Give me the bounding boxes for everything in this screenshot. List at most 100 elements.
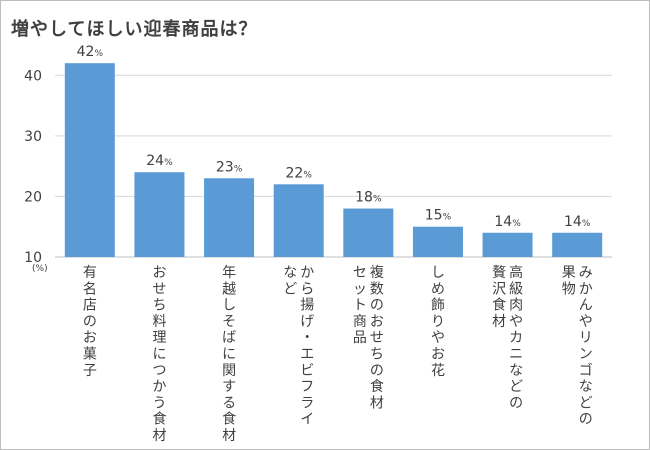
category-label-char: せ xyxy=(370,330,384,346)
data-label-unit: % xyxy=(234,164,243,174)
category-label-char: 食 xyxy=(370,378,384,395)
category-label-char: に xyxy=(222,347,236,363)
category-label-char: ビ xyxy=(300,363,314,379)
category-label-char: 名 xyxy=(83,281,97,297)
category-label-char: 材 xyxy=(222,428,236,444)
category-label-char: の xyxy=(370,298,384,314)
category-label-char: め xyxy=(431,281,445,297)
category-label-char: お xyxy=(83,330,97,346)
category-label-char: 贅 xyxy=(492,264,506,281)
category-label-char: 揚 xyxy=(300,297,314,314)
category-label-char: カ xyxy=(509,330,523,346)
category-label-char: 食 xyxy=(492,297,506,314)
category-label-char: お xyxy=(370,314,384,330)
category-label-char: な xyxy=(283,265,297,281)
category-label-char: お xyxy=(431,347,445,363)
category-label-char: 年 xyxy=(222,265,236,281)
category-label-char: ち xyxy=(370,347,384,363)
data-label-3: 23% xyxy=(216,159,243,175)
category-label-char: 店 xyxy=(83,298,97,314)
bar-2 xyxy=(134,172,185,257)
category-label-char: 級 xyxy=(509,281,523,297)
category-label-char: ・ xyxy=(300,330,314,346)
category-label-char: せ xyxy=(152,281,166,297)
y-tick-label: 20 xyxy=(24,189,42,205)
category-label-char: 料 xyxy=(152,314,166,330)
category-label-char: 関 xyxy=(222,363,236,379)
category-label-char: 食 xyxy=(222,411,236,428)
bar-3 xyxy=(204,178,255,257)
category-label-char: ラ xyxy=(300,395,314,411)
bar-4 xyxy=(273,184,324,257)
category-label-char: の xyxy=(83,314,97,330)
category-label-char: 高 xyxy=(509,264,523,281)
category-label-char: フ xyxy=(300,379,314,395)
category-label-char: ら xyxy=(300,281,314,297)
category-label-char: 商 xyxy=(353,314,367,330)
data-label-unit: % xyxy=(303,170,312,180)
category-label-char: 有 xyxy=(83,265,97,281)
category-label-char: 数 xyxy=(370,281,384,297)
category-label-char: 材 xyxy=(152,428,166,444)
category-label-char: う xyxy=(152,395,166,411)
category-label-char: げ xyxy=(300,314,314,330)
category-label-char: ん xyxy=(579,298,593,314)
category-label-char: 食 xyxy=(152,411,166,428)
category-label-char: の xyxy=(579,412,593,428)
category-label-char: 越 xyxy=(222,281,236,297)
bar-8 xyxy=(552,232,603,257)
category-label-char: や xyxy=(579,314,593,330)
category-label-char: 物 xyxy=(562,281,576,297)
data-label-5: 18% xyxy=(355,190,382,206)
category-label-char: 材 xyxy=(492,314,506,330)
category-label-char: 材 xyxy=(370,395,384,411)
data-label-8: 14% xyxy=(564,214,591,230)
category-label-char: 子 xyxy=(83,363,97,379)
data-label-7: 14% xyxy=(494,214,521,230)
category-label-char: ど xyxy=(283,281,297,297)
category-label-char: ば xyxy=(222,330,236,346)
category-label-char: ッ xyxy=(353,281,367,297)
category-label-char: エ xyxy=(300,347,314,363)
category-label-char: か xyxy=(152,379,166,395)
category-label-char: す xyxy=(222,379,236,395)
category-label-char: ち xyxy=(152,298,166,314)
y-axis-unit: (%) xyxy=(32,264,48,274)
category-label-char: ゴ xyxy=(579,362,593,379)
category-label-char: や xyxy=(431,330,445,346)
category-label-char: ニ xyxy=(509,347,523,363)
category-label-char: み xyxy=(579,265,593,281)
bar-1 xyxy=(64,63,115,257)
category-label-char: か xyxy=(300,265,314,281)
category-label-char: し xyxy=(222,298,236,314)
category-label-char: イ xyxy=(300,412,314,428)
bars xyxy=(64,63,603,257)
data-label-6: 15% xyxy=(425,208,452,224)
category-label-char: つ xyxy=(152,363,166,379)
category-label-char: な xyxy=(579,379,593,395)
y-tick-label: 30 xyxy=(24,129,42,145)
category-label-char: 品 xyxy=(353,330,367,346)
category-label-char: ト xyxy=(353,298,367,314)
category-label-char: な xyxy=(509,363,523,379)
category-label-char: ど xyxy=(509,379,523,395)
category-label-char: 菓 xyxy=(83,347,97,363)
data-label-2: 24% xyxy=(146,153,173,169)
data-label-unit: % xyxy=(443,213,452,223)
bar-5 xyxy=(343,208,394,257)
category-label-char: や xyxy=(509,314,523,330)
data-label-unit: % xyxy=(373,195,382,205)
data-label-unit: % xyxy=(164,158,173,168)
y-tick-label: 10 xyxy=(24,250,42,266)
category-label-char: 飾 xyxy=(431,298,445,314)
category-label-char: ン xyxy=(579,347,593,363)
data-label-unit: % xyxy=(512,219,521,229)
data-label-1: 42% xyxy=(77,44,104,60)
category-label-char: ど xyxy=(579,395,593,411)
category-label-char: に xyxy=(152,347,166,363)
category-label-char: リ xyxy=(579,330,593,346)
category-label-char: お xyxy=(152,265,166,281)
category-label-char: し xyxy=(431,265,445,281)
data-label-unit: % xyxy=(582,219,591,229)
